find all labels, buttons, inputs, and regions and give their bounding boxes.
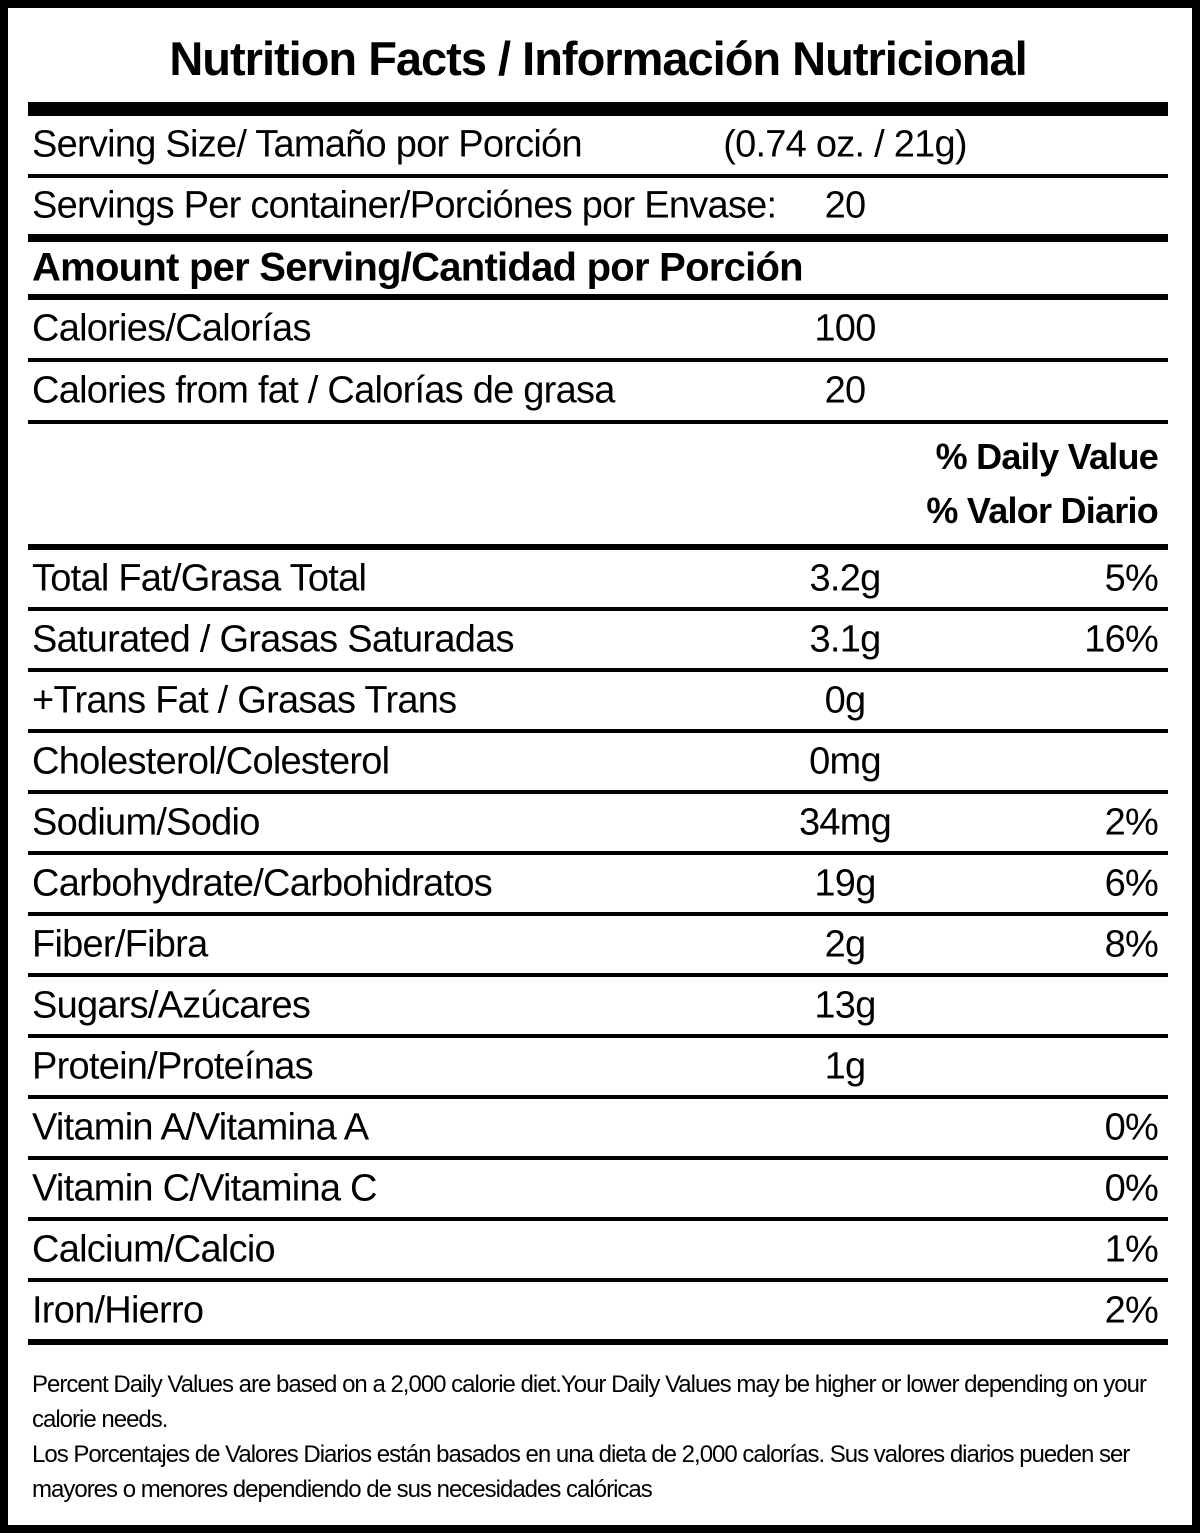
nutrient-amount: 2g	[824, 923, 867, 965]
nutrient-label: Sugars/Azúcares	[32, 984, 311, 1026]
footnote-spanish: Los Porcentajes de Valores Diarios están…	[32, 1441, 1130, 1503]
label-header: Nutrition Facts / Información Nutriciona…	[28, 8, 1168, 102]
nutrient-row-total-fat: Total Fat/Grasa Total 3.2g 5%	[28, 550, 1168, 611]
nutrient-amount: 1g	[824, 1045, 867, 1087]
nutrient-label: +Trans Fat / Grasas Trans	[32, 679, 457, 721]
nutrient-daily-value: 0%	[1104, 1106, 1159, 1148]
calories-label: Calories/Calorías	[32, 307, 311, 350]
nutrient-row-trans-fat: +Trans Fat / Grasas Trans 0g	[28, 672, 1168, 733]
nutrient-label: Total Fat/Grasa Total	[32, 557, 367, 599]
daily-value-header-en: % Daily Value	[935, 436, 1159, 477]
nutrient-amount: 19g	[814, 862, 876, 904]
nutrient-row-protein: Protein/Proteínas 1g	[28, 1038, 1168, 1099]
calories-value: 100	[814, 307, 876, 350]
nutrient-row-fiber: Fiber/Fibra 2g 8%	[28, 916, 1168, 977]
amount-per-serving-header-row: Amount per Serving/Cantidad por Porción	[28, 242, 1168, 300]
nutrient-row-carbohydrate: Carbohydrate/Carbohidratos 19g 6%	[28, 855, 1168, 916]
nutrient-daily-value: 1%	[1104, 1228, 1159, 1270]
nutrient-row-vitamin-c: Vitamin C/Vitamina C 0%	[28, 1160, 1168, 1221]
daily-value-header-es: % Valor Diario	[926, 490, 1158, 531]
nutrient-amount: 3.1g	[809, 618, 882, 660]
nutrient-row-sodium: Sodium/Sodio 34mg 2%	[28, 794, 1168, 855]
serving-size-row: Serving Size/ Tamaño por Porción (0.74 o…	[28, 116, 1168, 178]
nutrient-label: Protein/Proteínas	[32, 1045, 314, 1087]
nutrient-row-saturated-fat: Saturated / Grasas Saturadas 3.1g 16%	[28, 611, 1168, 672]
calories-from-fat-value: 20	[824, 369, 867, 412]
nutrient-label: Carbohydrate/Carbohidratos	[32, 862, 493, 904]
nutrient-row-calcium: Calcium/Calcio 1%	[28, 1221, 1168, 1282]
nutrient-daily-value: 16%	[1084, 618, 1159, 660]
calories-row: Calories/Calorías 100	[28, 300, 1168, 362]
nutrient-label: Calcium/Calcio	[32, 1228, 276, 1270]
nutrient-daily-value: 5%	[1104, 557, 1159, 599]
servings-per-container-label: Servings Per container/Porciónes por Env…	[32, 184, 777, 227]
nutrient-row-vitamin-a: Vitamin A/Vitamina A 0%	[28, 1099, 1168, 1160]
header-divider-bar	[28, 102, 1168, 116]
nutrient-amount: 0g	[824, 679, 867, 721]
daily-value-header: % Daily Value % Valor Diario	[28, 424, 1168, 550]
footnote-english: Percent Daily Values are based on a 2,00…	[32, 1371, 1147, 1433]
nutrient-amount: 0mg	[809, 740, 881, 782]
nutrient-daily-value: 2%	[1104, 801, 1159, 843]
nutrient-label: Vitamin A/Vitamina A	[32, 1106, 369, 1148]
servings-per-container-value: 20	[824, 184, 867, 227]
nutrient-label: Cholesterol/Colesterol	[32, 740, 390, 782]
footnotes: Percent Daily Values are based on a 2,00…	[28, 1345, 1168, 1525]
nutrient-daily-value: 2%	[1104, 1289, 1159, 1331]
nutrient-label: Vitamin C/Vitamina C	[32, 1167, 377, 1209]
nutrient-amount: 13g	[814, 984, 876, 1026]
nutrient-row-iron: Iron/Hierro 2%	[28, 1282, 1168, 1345]
servings-per-container-row: Servings Per container/Porciónes por Env…	[28, 178, 1168, 242]
nutrient-label: Sodium/Sodio	[32, 801, 260, 843]
nutrient-label: Iron/Hierro	[32, 1289, 204, 1331]
nutrient-amount: 34mg	[798, 801, 892, 843]
label-title: Nutrition Facts / Información Nutriciona…	[169, 31, 1027, 85]
nutrient-row-sugars: Sugars/Azúcares 13g	[28, 977, 1168, 1038]
nutrient-daily-value: 0%	[1104, 1167, 1159, 1209]
nutrient-label: Saturated / Grasas Saturadas	[32, 618, 514, 660]
calories-from-fat-label: Calories from fat / Calorías de grasa	[32, 369, 615, 412]
amount-per-serving-header: Amount per Serving/Cantidad por Porción	[32, 245, 804, 290]
nutrient-daily-value: 6%	[1104, 862, 1159, 904]
calories-from-fat-row: Calories from fat / Calorías de grasa 20	[28, 362, 1168, 424]
nutrient-daily-value: 8%	[1104, 923, 1159, 965]
serving-size-label: Serving Size/ Tamaño por Porción	[32, 123, 583, 166]
nutrient-amount: 3.2g	[809, 557, 882, 599]
nutrient-label: Fiber/Fibra	[32, 923, 208, 965]
nutrient-row-cholesterol: Cholesterol/Colesterol 0mg	[28, 733, 1168, 794]
serving-size-value: (0.74 oz. / 21g)	[723, 123, 967, 166]
